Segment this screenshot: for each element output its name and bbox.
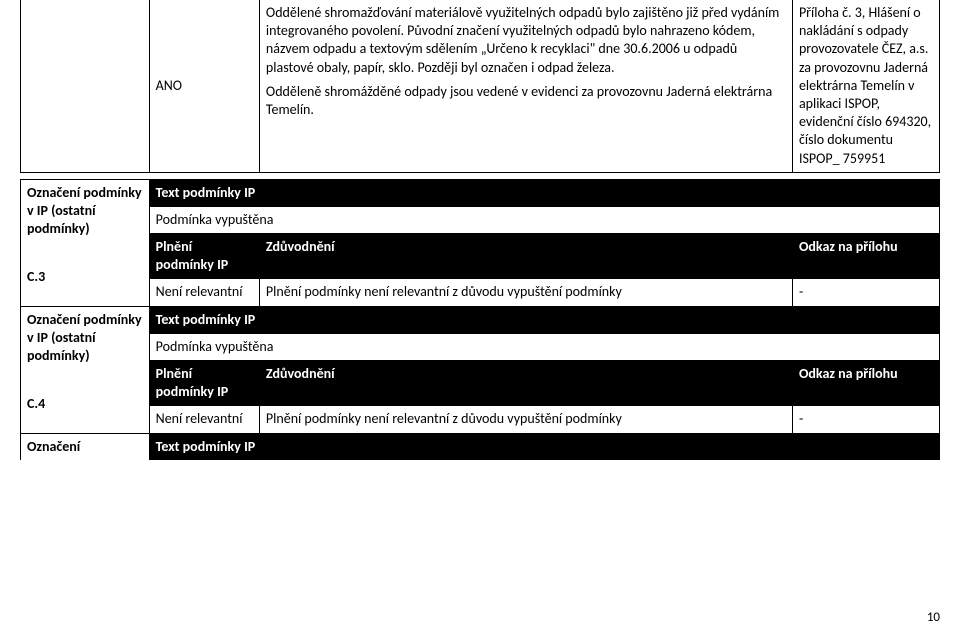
table-row: Označení podmínky v IP (ostatní podmínky… [21,179,940,206]
main-table: ANO Oddělené shromažďování materiálově v… [20,0,940,173]
text-dash2: - [799,410,803,427]
text-plneni-text2: Plnění podmínky není relevantní z důvodu… [266,410,622,427]
cell-label-oznaceni: Označení podmínky v IP (ostatní podmínky… [21,306,150,433]
text-odkaz-h: Odkaz na přílohu [799,238,898,255]
cell-text-pod-header: Text podmínky IP [149,306,939,333]
table-row: Podmínka vypuštěna [21,333,940,360]
text-plneni-h2: Plnění podmínky IP [156,365,229,400]
cell-plneni-text: Plnění podmínky není relevantní z důvodu… [259,406,792,433]
cell-odkaz-h: Odkaz na přílohu [792,361,939,406]
text-pod-label2: Text podmínky IP [156,311,256,328]
text-ano: ANO [156,77,182,94]
cell-ano: ANO [149,0,259,172]
text-desc-p2: Odděleně shromážděné odpady jsou vedené … [266,83,786,119]
table-row: Plnění podmínky IP Zdůvodnění Odkaz na p… [21,361,940,406]
text-pod-label3: Text podmínky IP [156,438,256,455]
text-plneni-text: Plnění podmínky není relevantní z důvodu… [266,283,622,300]
text-odkaz-h2: Odkaz na přílohu [799,365,898,382]
text-pagenum: 10 [927,610,940,625]
cell-plneni-text: Plnění podmínky není relevantní z důvodu… [259,279,792,306]
text-zduv-h2: Zdůvodnění [266,365,335,382]
cell-text-pod-header: Text podmínky IP [149,433,939,460]
cell-label-oznaceni: Označení podmínky v IP (ostatní podmínky… [21,179,150,306]
cell-odkaz-h: Odkaz na přílohu [792,234,939,279]
table-row: Plnění podmínky IP Zdůvodnění Odkaz na p… [21,234,940,279]
table-row: Není relevantní Plnění podmínky není rel… [21,279,940,306]
text-vypustena: Podmínka vypuštěna [156,211,274,228]
cell-dash: - [792,279,939,306]
cell-neni-rel: Není relevantní [149,279,259,306]
cell-zduv-h: Zdůvodnění [259,361,792,406]
text-oznaceni-short: Označení [27,438,80,455]
block-c3: Označení podmínky v IP (ostatní podmínky… [20,179,940,307]
block-bottom: Označení Text podmínky IP [20,433,940,460]
table-row: Není relevantní Plnění podmínky není rel… [21,406,940,433]
cell-oznaceni-short: Označení [21,433,150,460]
text-neni-rel2: Není relevantní [156,410,243,427]
cell-attachment: Příloha č. 3, Hlášení o nakládání s odpa… [792,0,939,172]
text-neni-rel: Není relevantní [156,283,243,300]
table-row: Označení podmínky v IP (ostatní podmínky… [21,306,940,333]
text-c4: C.4 [27,395,45,412]
text-dash: - [799,283,803,300]
cell-plneni-h: Plnění podmínky IP [149,361,259,406]
text-c3: C.3 [27,268,45,285]
cell-zduv-h: Zdůvodnění [259,234,792,279]
text-zduv-h: Zdůvodnění [266,238,335,255]
text-desc-p1: Oddělené shromažďování materiálově využi… [266,4,786,77]
text-oznaceni-ip2: Označení podmínky v IP (ostatní podmínky… [27,311,142,364]
text-plneni-h: Plnění podmínky IP [156,238,229,273]
cell-plneni-h: Plnění podmínky IP [149,234,259,279]
cell-text-pod-header: Text podmínky IP [149,179,939,206]
table-row: Označení Text podmínky IP [21,433,940,460]
cell-neni-rel: Není relevantní [149,406,259,433]
text-vypustena2: Podmínka vypuštěna [156,338,274,355]
cell-empty [21,0,150,172]
block-c4: Označení podmínky v IP (ostatní podmínky… [20,306,940,434]
page: ANO Oddělené shromažďování materiálově v… [0,0,960,633]
cell-dash: - [792,406,939,433]
table-row: Podmínka vypuštěna [21,206,940,233]
cell-description: Oddělené shromažďování materiálově využi… [259,0,792,172]
text-attachment: Příloha č. 3, Hlášení o nakládání s odpa… [799,4,931,167]
text-pod-label: Text podmínky IP [156,184,256,201]
cell-vypustena: Podmínka vypuštěna [149,206,939,233]
cell-vypustena: Podmínka vypuštěna [149,333,939,360]
page-number: 10 [927,610,940,625]
table-row: ANO Oddělené shromažďování materiálově v… [21,0,940,172]
text-oznaceni-ip: Označení podmínky v IP (ostatní podmínky… [27,184,142,237]
